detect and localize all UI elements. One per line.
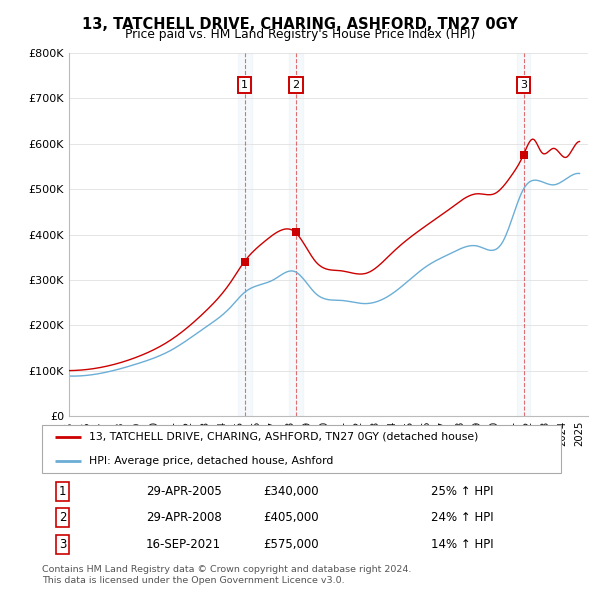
Text: 1: 1 (59, 484, 67, 498)
Text: 25% ↑ HPI: 25% ↑ HPI (431, 484, 494, 498)
Text: HPI: Average price, detached house, Ashford: HPI: Average price, detached house, Ashf… (89, 456, 333, 466)
Text: Price paid vs. HM Land Registry's House Price Index (HPI): Price paid vs. HM Land Registry's House … (125, 28, 475, 41)
Text: 24% ↑ HPI: 24% ↑ HPI (431, 511, 494, 525)
Text: 3: 3 (59, 537, 67, 551)
Text: 2: 2 (292, 80, 299, 90)
Bar (238, 53, 251, 416)
FancyBboxPatch shape (42, 425, 561, 473)
Text: 3: 3 (520, 80, 527, 90)
Text: 13, TATCHELL DRIVE, CHARING, ASHFORD, TN27 0GY: 13, TATCHELL DRIVE, CHARING, ASHFORD, TN… (82, 17, 518, 31)
Text: 29-APR-2008: 29-APR-2008 (146, 511, 221, 525)
Text: 29-APR-2005: 29-APR-2005 (146, 484, 221, 498)
Text: 13, TATCHELL DRIVE, CHARING, ASHFORD, TN27 0GY (detached house): 13, TATCHELL DRIVE, CHARING, ASHFORD, TN… (89, 432, 478, 442)
Text: Contains HM Land Registry data © Crown copyright and database right 2024.
This d: Contains HM Land Registry data © Crown c… (42, 565, 412, 585)
Bar (289, 53, 302, 416)
Text: £340,000: £340,000 (263, 484, 319, 498)
Text: £575,000: £575,000 (263, 537, 319, 551)
Text: £405,000: £405,000 (263, 511, 319, 525)
Bar (517, 53, 530, 416)
Text: 16-SEP-2021: 16-SEP-2021 (146, 537, 221, 551)
Text: 2: 2 (59, 511, 67, 525)
Text: 14% ↑ HPI: 14% ↑ HPI (431, 537, 494, 551)
Text: 1: 1 (241, 80, 248, 90)
